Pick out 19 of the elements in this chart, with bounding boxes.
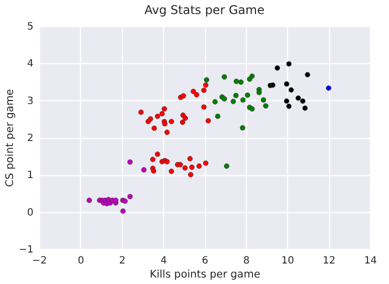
y-tick-label: 0 — [27, 207, 34, 218]
y-axis-title: CS point per game — [4, 88, 16, 188]
x-tick-label: 10 — [281, 256, 294, 266]
chart-title: Avg Stats per Game — [144, 3, 264, 17]
y-tick-label: 5 — [27, 22, 34, 32]
y-tick-label: −1 — [18, 244, 34, 256]
x-tick-label: 4 — [160, 256, 167, 266]
x-tick-label: −2 — [32, 256, 47, 266]
x-tick-label: 14 — [364, 256, 377, 266]
x-axis-title: Kills points per game — [150, 268, 260, 280]
x-tick-label: 2 — [119, 256, 126, 266]
x-tick-label: 0 — [78, 256, 84, 266]
y-tick-label: 4 — [27, 58, 34, 70]
y-tick-label: 3 — [27, 96, 34, 107]
x-tick-label: 8 — [243, 256, 250, 266]
x-tick-label: 6 — [202, 256, 208, 266]
y-tick-label: 1 — [27, 170, 34, 182]
x-tick-label: 12 — [322, 256, 336, 266]
y-tick-label: 2 — [27, 133, 34, 144]
